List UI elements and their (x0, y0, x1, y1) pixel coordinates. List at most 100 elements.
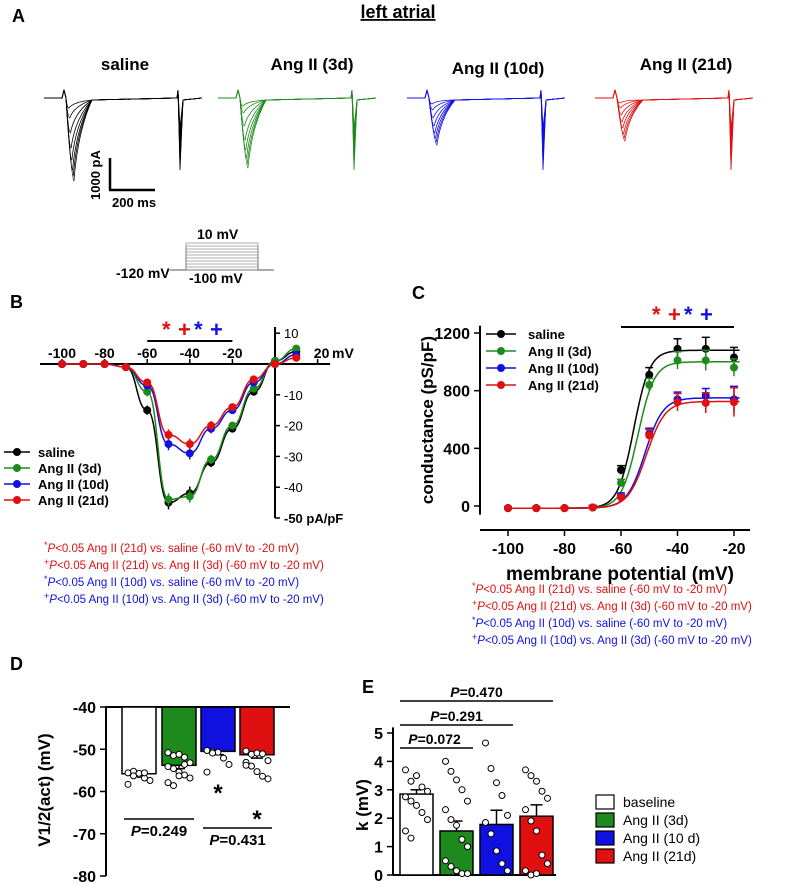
y-tick-label: -50 (73, 742, 96, 759)
significance-mark: * (684, 302, 693, 327)
annotation-symbol: + (472, 632, 477, 642)
annotation-p: P (49, 594, 57, 606)
x-tick-label: -20 (222, 345, 242, 361)
x-tick-label: -100 (492, 541, 524, 558)
data-point (249, 375, 258, 384)
comparison-value: =0.470 (460, 684, 503, 700)
trace-set-3 (595, 89, 754, 171)
x-tick-label: -40 (666, 541, 689, 558)
comparison-p: P (430, 708, 440, 724)
annotation-text: <0.05 Ang II (10d) vs. Ang II (3d) (-60 … (485, 635, 752, 647)
y-axis-label: k (mV) (353, 779, 372, 831)
bar-ang-ii-10-d (479, 739, 514, 876)
data-point (498, 791, 506, 799)
comparison-label: P=0.431 (209, 832, 265, 849)
significance-star: * (252, 806, 262, 833)
data-point (402, 793, 409, 801)
data-point (504, 504, 512, 513)
data-point (504, 811, 511, 819)
data-point (143, 406, 152, 415)
trace-set-2 (407, 89, 566, 171)
y-tick-label: -30 (284, 449, 303, 464)
data-point (143, 387, 152, 396)
scale-bar-x-label: 200 ms (112, 195, 156, 210)
annotation-text: <0.05 Ang II (10d) vs. saline (-60 mV to… (483, 618, 727, 630)
comparison-value: =0.249 (141, 823, 187, 840)
panel-a: A left atrial saline Ang II (3d) Ang II … (12, 2, 754, 286)
data-point (447, 767, 455, 775)
protocol-top-label: 10 mV (197, 226, 239, 242)
legend-label: Ang II (21d) (528, 378, 599, 393)
data-point (701, 398, 710, 407)
x-tick-label: -60 (609, 541, 632, 558)
y-tick-label: -20 (284, 419, 303, 434)
legend-swatch (595, 830, 615, 846)
significance-mark: * (194, 317, 203, 342)
comparison-value: =0.431 (219, 832, 265, 849)
data-point (588, 503, 597, 512)
data-point (58, 360, 66, 368)
data-point (214, 748, 222, 756)
x-tick-label: -80 (553, 541, 576, 558)
panel-a-title: left atrial (360, 2, 435, 22)
legend-marker (497, 347, 505, 355)
data-point (442, 757, 449, 765)
bar (239, 706, 275, 756)
protocol-bottom-label: -100 mV (189, 270, 243, 286)
data-point (264, 775, 272, 783)
legend-marker (497, 330, 505, 338)
series-ang-ii-21d (58, 353, 301, 450)
data-point (453, 821, 460, 829)
x-axis-label: membrane potential (mV) (506, 564, 734, 585)
fit-curve (508, 400, 740, 509)
data-point (170, 782, 177, 790)
data-point (493, 779, 500, 787)
protocol-hold-label: -120 mV (116, 265, 170, 281)
annotation-p: P (476, 618, 484, 630)
y-tick-label: -40 (284, 480, 303, 495)
data-point (645, 431, 654, 440)
y-tick-label: -60 (73, 785, 96, 802)
series-ang-ii-10d (58, 350, 301, 460)
y-tick-label: 4 (374, 754, 383, 771)
data-point (209, 749, 216, 757)
significance-star: * (213, 780, 223, 807)
data-point (527, 772, 535, 780)
data-point (527, 817, 535, 825)
legend-marker (13, 496, 21, 504)
data-point (185, 449, 194, 458)
annotation-p: P (48, 577, 56, 589)
data-point (164, 440, 173, 449)
y-tick-label: 1 (374, 840, 383, 857)
trace-set-0 (44, 89, 203, 182)
data-point (482, 818, 489, 826)
trace-label-saline: saline (101, 55, 149, 74)
legend-label: baseline (623, 794, 675, 810)
trace-label-ang10: Ang II (10d) (452, 59, 545, 78)
annotation: +P<0.05 Ang II (10d) vs. Ang II (3d) (-6… (472, 632, 752, 647)
data-point (464, 797, 471, 805)
data-point (418, 783, 426, 791)
legend-label: saline (38, 445, 75, 460)
data-point (673, 356, 682, 365)
data-point (498, 860, 506, 868)
protocol-step (185, 266, 259, 271)
comparison-label: P=0.249 (131, 823, 187, 840)
bar (200, 706, 236, 753)
data-point (617, 493, 625, 502)
legend-label: Ang II (10d) (38, 477, 109, 492)
data-point (271, 360, 279, 368)
x-tick-label: -40 (180, 345, 200, 361)
legend-swatch (595, 812, 615, 828)
data-point (207, 421, 216, 430)
significance-mark: + (210, 317, 223, 342)
current-trace (407, 89, 566, 171)
annotation-text: <0.05 Ang II (10d) vs. saline (-60 mV to… (55, 577, 299, 589)
data-point (170, 765, 177, 773)
data-point (617, 478, 625, 487)
comparison-p: P (408, 731, 418, 747)
data-point (141, 769, 148, 777)
current-trace (44, 89, 203, 182)
y-axis-label: conductance (pS/pF) (418, 336, 437, 504)
bar (121, 706, 157, 775)
